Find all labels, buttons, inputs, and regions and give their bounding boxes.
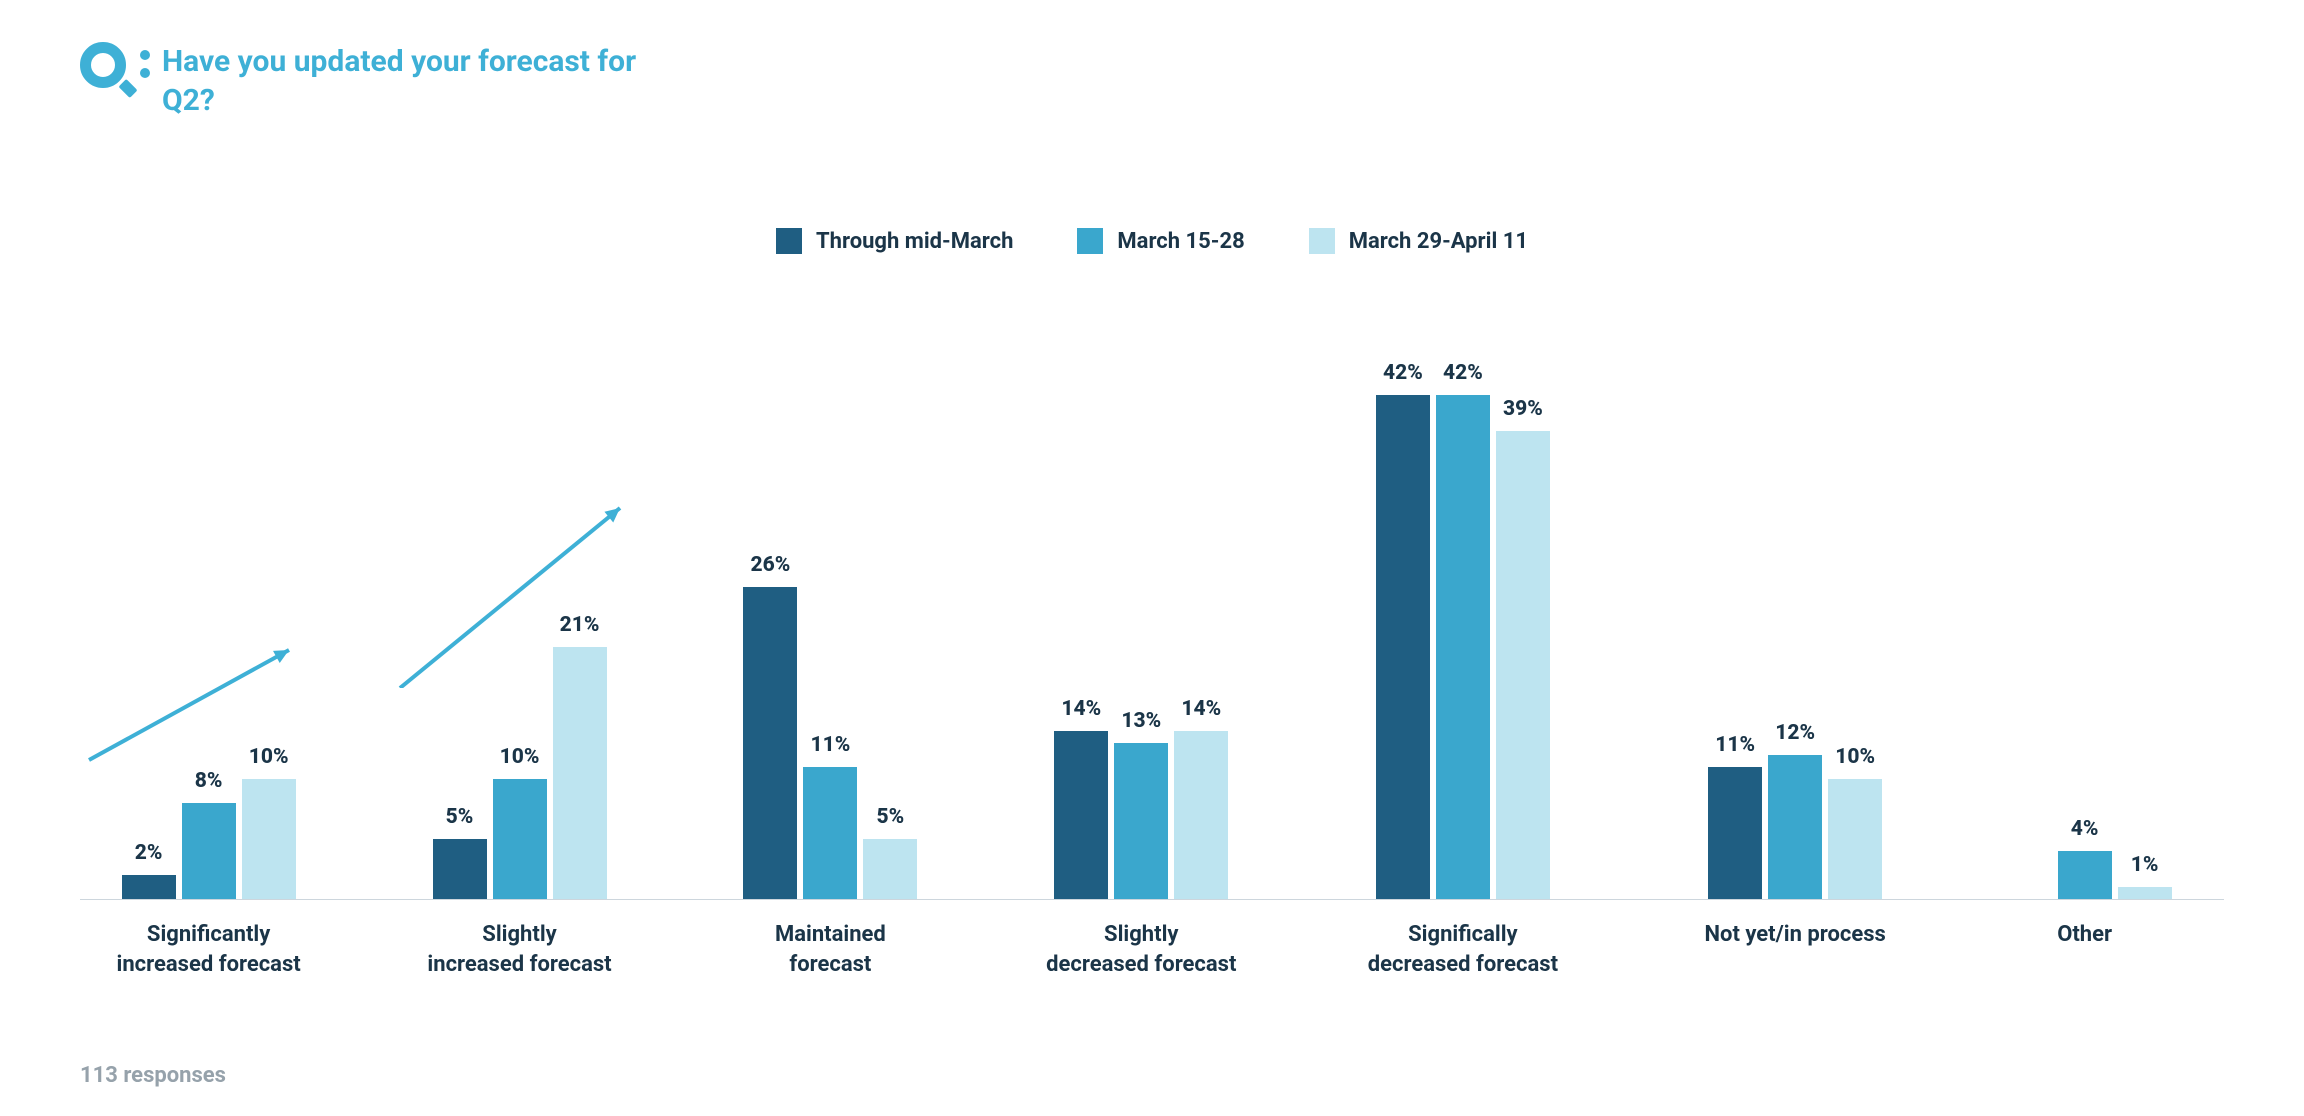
bar: 42%	[1376, 395, 1430, 899]
bar-value-label: 4%	[2071, 817, 2099, 841]
bar: 2%	[122, 875, 176, 899]
category-label: Significallydecreased forecast	[1333, 920, 1593, 979]
bar: 5%	[433, 839, 487, 899]
bar-group: 26%11%5%	[743, 587, 917, 899]
legend-label: March 15-28	[1117, 229, 1244, 254]
bar: 42%	[1436, 395, 1490, 899]
bar: 39%	[1496, 431, 1550, 899]
category-label: Other	[2005, 920, 2165, 950]
bar-value-label: 39%	[1503, 397, 1543, 421]
bar: 12%	[1768, 755, 1822, 899]
bar: 14%	[1174, 731, 1228, 899]
chart-legend: Through mid-March March 15-28 March 29-Apr…	[0, 228, 2304, 254]
bar: 21%	[553, 647, 607, 899]
bar-group: 4% 1%	[1998, 851, 2172, 899]
bar: 11%	[1708, 767, 1762, 899]
bar: 13%	[1114, 743, 1168, 899]
bar-value-label: 2%	[135, 841, 163, 865]
bar: 14%	[1054, 731, 1108, 899]
bar-value-label: 10%	[500, 745, 540, 769]
bar-value-label: 10%	[1835, 745, 1875, 769]
bar: 1%	[2118, 887, 2172, 899]
bar: 26%	[743, 587, 797, 899]
bar-group: 2%8%10%	[122, 779, 296, 899]
legend-item: March 29-April 11	[1309, 228, 1528, 254]
bar-value-label: 13%	[1121, 709, 1161, 733]
bar-group: 42%42%39%	[1376, 395, 1550, 899]
legend-swatch	[1309, 228, 1335, 254]
bar-value-label: 14%	[1061, 697, 1101, 721]
bar-group: 5%10%21%	[433, 647, 607, 899]
chart-title: Have you updated your forecast for Q2?	[162, 42, 682, 120]
bar-value-label: 14%	[1181, 697, 1221, 721]
responses-count: 113 responses	[80, 1063, 226, 1088]
bar-value-label: 12%	[1775, 721, 1815, 745]
bar-value-label: 42%	[1443, 361, 1483, 385]
legend-swatch	[1077, 228, 1103, 254]
legend-item: Through mid-March	[776, 228, 1013, 254]
legend-label: March 29-April 11	[1349, 229, 1528, 254]
bar-value-label: 11%	[1715, 733, 1755, 757]
bar-value-label: 1%	[2131, 853, 2159, 877]
bar: 10%	[1828, 779, 1882, 899]
category-label: Slightlyincreased forecast	[390, 920, 650, 979]
bar-group: 11%12%10%	[1708, 755, 1882, 899]
category-label: Maintainedforecast	[720, 920, 940, 979]
legend-swatch	[776, 228, 802, 254]
bar-value-label: 8%	[195, 769, 223, 793]
bar: 8%	[182, 803, 236, 899]
bar-value-label: 5%	[877, 805, 905, 829]
bar-group: 14%13%14%	[1054, 731, 1228, 899]
category-label: Slightlydecreased forecast	[1011, 920, 1271, 979]
chart-header: Have you updated your forecast for Q2?	[80, 42, 682, 120]
bar: 5%	[863, 839, 917, 899]
bar-value-label: 10%	[249, 745, 289, 769]
bar-value-label: 21%	[560, 613, 600, 637]
bar-value-label: 5%	[446, 805, 474, 829]
legend-item: March 15-28	[1077, 228, 1244, 254]
chart-plot: 2%8%10%5%10%21%26%11%5%14%13%14%42%42%39…	[80, 360, 2224, 900]
category-label: Not yet/in process	[1665, 920, 1925, 950]
chart-area: 2%8%10%5%10%21%26%11%5%14%13%14%42%42%39…	[80, 360, 2224, 960]
bar: 10%	[242, 779, 296, 899]
legend-label: Through mid-March	[816, 229, 1013, 254]
category-label: Significantlyincreased forecast	[69, 920, 349, 979]
bar-value-label: 26%	[750, 553, 790, 577]
question-icon	[80, 42, 138, 100]
bar: 4%	[2058, 851, 2112, 899]
bar-value-label: 42%	[1383, 361, 1423, 385]
bar-value-label: 11%	[810, 733, 850, 757]
bar: 11%	[803, 767, 857, 899]
bar: 10%	[493, 779, 547, 899]
